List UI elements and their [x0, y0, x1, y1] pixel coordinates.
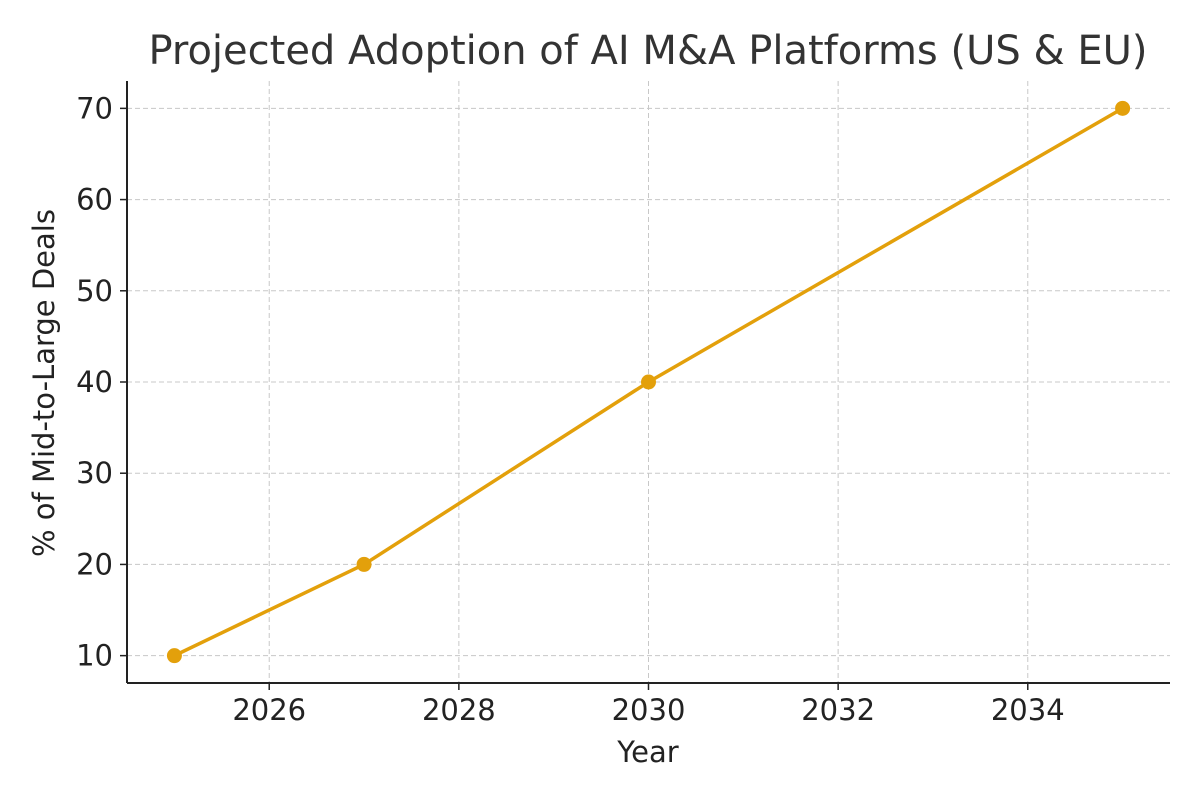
data-point [356, 556, 372, 572]
data-point [641, 374, 656, 390]
y-tick-label: 30 [76, 456, 113, 490]
x-tick-label: 2026 [232, 693, 306, 727]
data-point [166, 648, 182, 664]
x-axis-label: Year [616, 735, 678, 769]
axes [120, 81, 1170, 690]
data-series [166, 100, 1131, 664]
series-line [172, 106, 1125, 658]
chart-title: Projected Adoption of AI M&A Platforms (… [148, 28, 1147, 74]
y-axis-label: % of Mid-to-Large Deals [27, 209, 61, 557]
y-tick-label: 20 [76, 547, 113, 581]
x-tick-label: 2030 [612, 693, 686, 727]
x-tick-label: 2028 [422, 693, 496, 727]
x-tick-label: 2034 [991, 693, 1065, 727]
data-point [1115, 100, 1131, 116]
y-tick-label: 60 [76, 183, 113, 217]
y-tick-label: 70 [76, 91, 113, 125]
y-tick-label: 10 [76, 639, 113, 673]
x-tick-label: 2032 [801, 693, 875, 727]
y-tick-label: 50 [76, 274, 113, 308]
y-tick-label: 40 [76, 365, 113, 399]
